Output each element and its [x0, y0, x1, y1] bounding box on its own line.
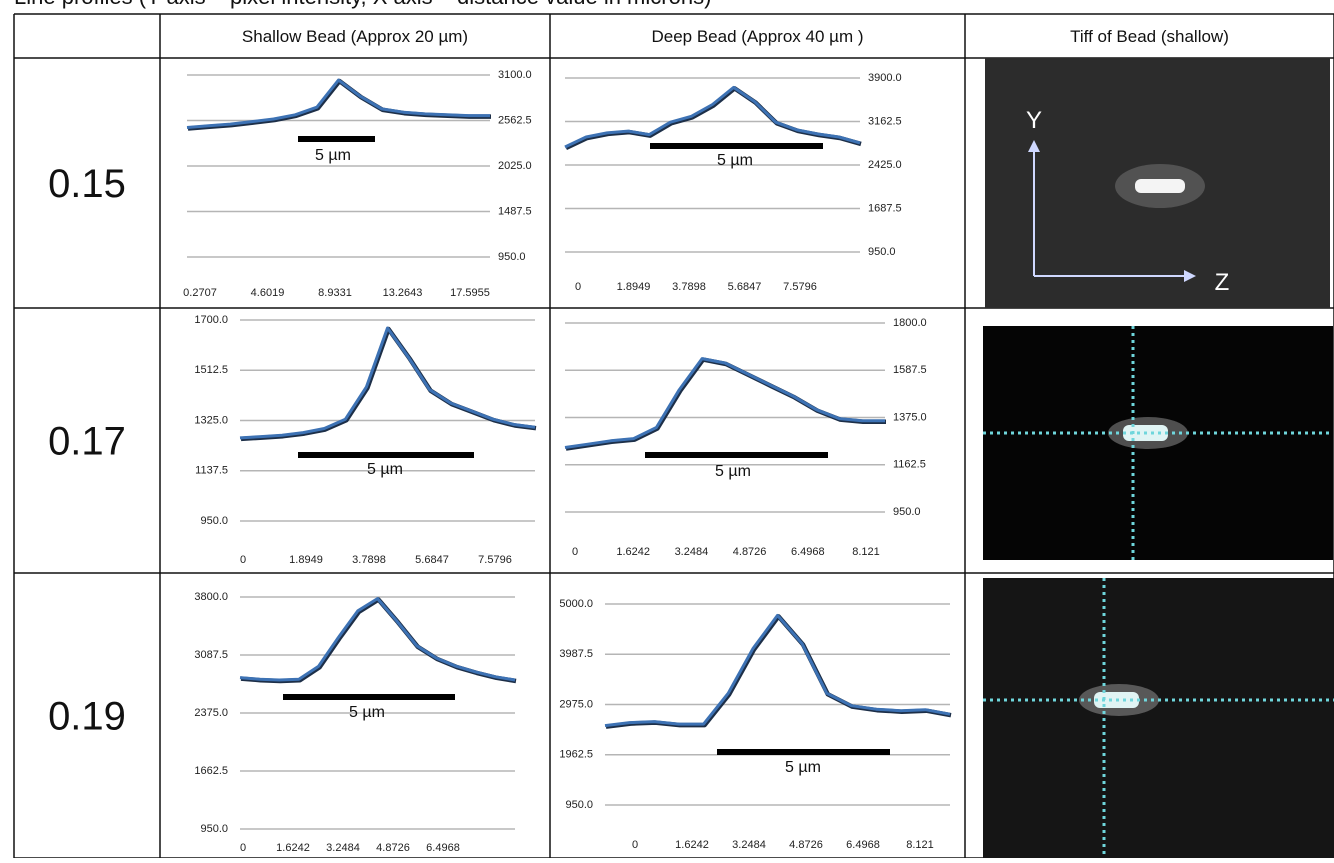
y-tick-label: 950.0	[893, 506, 921, 518]
profile-shadow	[240, 326, 537, 442]
profile-shadow	[565, 86, 862, 151]
y-tick-label: 2375.0	[194, 707, 228, 719]
x-tick-label: 6.4968	[426, 842, 460, 854]
profile-line	[239, 326, 536, 440]
y-tick-label: 1325.0	[194, 414, 228, 426]
x-tick-label: 0	[632, 839, 638, 851]
y-tick-label: 1487.5	[498, 205, 532, 217]
y-tick-label: 950.0	[565, 799, 593, 811]
column-header: Shallow Bead (Approx 20 µm)	[242, 27, 468, 46]
x-tick-label: 0	[572, 546, 578, 558]
x-tick-label: 0	[240, 554, 246, 566]
x-tick-label: 1.8949	[617, 281, 651, 293]
bead-spot	[1135, 179, 1185, 193]
page-title: Line profiles (Y axis – pixel intensity,…	[14, 0, 711, 9]
y-tick-label: 3900.0	[868, 72, 902, 84]
x-tick-label: 1.6242	[276, 842, 310, 854]
scale-bar-label: 5 µm	[367, 461, 403, 478]
arrow-head	[1184, 270, 1196, 282]
profile-line	[564, 85, 861, 149]
y-tick-label: 1587.5	[893, 364, 927, 376]
y-tick-label: 1662.5	[194, 765, 228, 777]
x-tick-label: 4.8726	[789, 839, 823, 851]
x-tick-label: 6.4968	[791, 546, 825, 558]
profile-line	[186, 78, 490, 129]
x-tick-label: 7.5796	[478, 554, 512, 566]
y-tick-label: 1962.5	[559, 749, 593, 761]
y-tick-label: 950.0	[498, 251, 526, 263]
x-tick-label: 4.6019	[251, 287, 285, 299]
profile-shadow	[187, 78, 491, 131]
x-tick-label: 3.7898	[352, 554, 386, 566]
x-tick-label: 17.5955	[450, 287, 490, 299]
x-tick-label: 5.6847	[728, 281, 762, 293]
y-tick-label: 3162.5	[868, 115, 902, 127]
x-tick-label: 4.8726	[376, 842, 410, 854]
x-tick-label: 5.6847	[415, 554, 449, 566]
profile-line	[604, 613, 951, 728]
y-tick-label: 3087.5	[194, 649, 228, 661]
profile-line	[239, 597, 516, 682]
column-header: Tiff of Bead (shallow)	[1070, 27, 1229, 46]
x-tick-label: 6.4968	[846, 839, 880, 851]
x-tick-label: 0	[240, 842, 246, 854]
y-tick-label: 3987.5	[559, 648, 593, 660]
scale-bar-label: 5 µm	[717, 152, 753, 169]
x-tick-label: 8.121	[906, 839, 934, 851]
y-tick-label: 1137.5	[195, 465, 228, 477]
y-tick-label: 5000.0	[559, 598, 593, 610]
y-tick-label: 1512.5	[194, 364, 228, 376]
y-tick-label: 1375.0	[893, 411, 927, 423]
x-tick-label: 1.6242	[675, 839, 709, 851]
arrow-head	[1028, 140, 1040, 152]
y-tick-label: 3800.0	[194, 591, 228, 603]
x-tick-label: 0	[575, 281, 581, 293]
axis-label: Y	[1026, 107, 1042, 134]
bead-image	[983, 578, 1334, 858]
scale-bar-label: 5 µm	[349, 704, 385, 721]
x-tick-label: 0.2707	[183, 287, 217, 299]
bead-image	[983, 326, 1333, 560]
y-tick-label: 1700.0	[194, 314, 228, 326]
x-tick-label: 13.2643	[383, 287, 423, 299]
row-label: 0.15	[48, 162, 126, 206]
row-label: 0.17	[48, 420, 126, 464]
y-tick-label: 2425.0	[868, 159, 902, 171]
x-tick-label: 3.2484	[732, 839, 766, 851]
scale-bar-label: 5 µm	[785, 759, 821, 776]
x-tick-label: 1.8949	[289, 554, 323, 566]
x-tick-label: 3.2484	[675, 546, 709, 558]
y-tick-label: 3100.0	[498, 69, 532, 81]
x-tick-label: 3.2484	[326, 842, 360, 854]
y-tick-label: 1687.5	[868, 202, 902, 214]
scale-bar-label: 5 µm	[315, 147, 351, 164]
y-tick-label: 950.0	[868, 246, 896, 258]
y-tick-label: 1162.5	[893, 459, 926, 471]
profile-shadow	[565, 357, 886, 451]
scale-bar-label: 5 µm	[715, 463, 751, 480]
x-tick-label: 8.9331	[318, 287, 352, 299]
y-tick-label: 950.0	[200, 515, 228, 527]
y-tick-label: 2975.0	[559, 698, 593, 710]
x-tick-label: 1.6242	[616, 546, 650, 558]
profile-shadow	[240, 597, 517, 684]
y-tick-label: 1800.0	[893, 317, 927, 329]
x-tick-label: 8.121	[852, 546, 880, 558]
x-tick-label: 4.8726	[733, 546, 767, 558]
y-tick-label: 2562.5	[498, 114, 532, 126]
row-label: 0.19	[48, 695, 126, 739]
y-tick-label: 950.0	[200, 823, 228, 835]
y-tick-label: 2025.0	[498, 160, 532, 172]
axis-label: Z	[1215, 269, 1230, 296]
x-tick-label: 3.7898	[672, 281, 706, 293]
column-header: Deep Bead (Approx 40 µm )	[651, 27, 863, 46]
x-tick-label: 7.5796	[783, 281, 817, 293]
profile-line	[564, 357, 885, 449]
